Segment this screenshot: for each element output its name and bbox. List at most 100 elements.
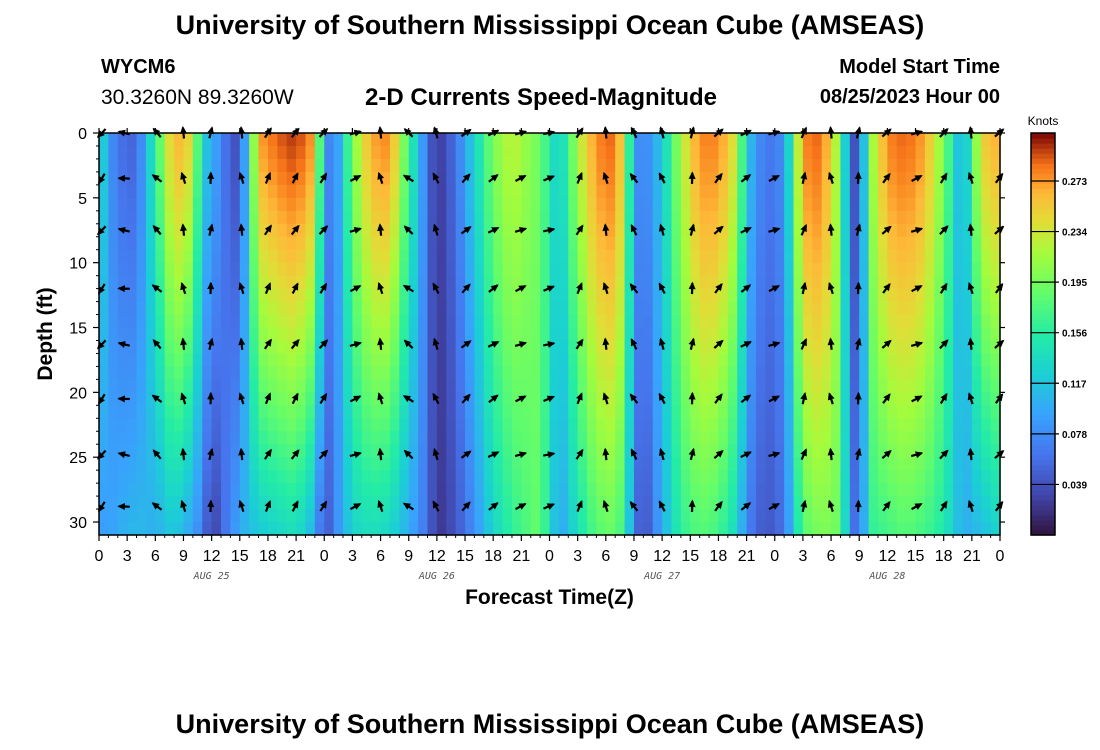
heatmap-cell [802,262,813,277]
heatmap-cell [793,236,804,251]
colorbar-segment [1031,444,1055,451]
heatmap-cell [718,444,729,458]
heatmap-cell [361,210,372,225]
heatmap-cell [821,249,832,264]
heatmap-cell [962,483,973,497]
heatmap-cell [174,353,185,368]
heatmap-cell [455,171,466,186]
heatmap-cell [511,366,522,380]
heatmap-cell [502,197,513,212]
heatmap-cell [483,496,494,510]
current-arrow [602,447,610,461]
heatmap-cell [183,275,194,290]
heatmap-cell [587,522,598,536]
heatmap-cell [849,379,860,393]
heatmap-cell [343,522,354,536]
heatmap-cell [868,197,879,212]
heatmap-cell [361,327,372,342]
heatmap-cell [305,470,316,484]
heatmap-cell [511,249,522,264]
heatmap-cell [145,145,156,160]
heatmap-cell [296,444,307,458]
heatmap-cell [183,457,194,471]
current-arrow [487,226,500,234]
heatmap-cell [962,236,973,251]
heatmap-cell [296,392,307,406]
heatmap-cell [784,522,795,536]
heatmap-cell [596,418,607,432]
heatmap-cell [746,509,757,523]
heatmap-cell [633,145,644,160]
heatmap-cell [699,262,710,277]
heatmap-cell [296,249,307,264]
current-arrow [290,338,300,350]
heatmap-cell [821,444,832,458]
heatmap-cell [465,522,476,536]
heatmap-cell [943,158,954,173]
heatmap-cell [465,236,476,251]
heatmap-cell [521,431,532,445]
heatmap-cell [990,392,1001,406]
heatmap-cell [680,496,691,510]
heatmap-cell [521,133,532,147]
heatmap-cell [267,133,278,147]
heatmap-cell [267,509,278,523]
heatmap-cell [343,249,354,264]
heatmap-cell [540,262,551,277]
heatmap-cell [737,418,748,432]
current-arrow [740,341,752,348]
heatmap-cell [793,301,804,316]
heatmap-cell [530,210,541,225]
heatmap-cell [239,353,250,368]
heatmap-cell [202,158,213,173]
heatmap-cell [202,133,213,147]
heatmap-cell [915,158,926,173]
heatmap-cell [230,262,241,277]
heatmap-cell [408,470,419,484]
heatmap-cell [521,210,532,225]
heatmap-cell [577,392,588,406]
heatmap-cell [540,431,551,445]
heatmap-cell [136,405,147,419]
colorbar-segment [1031,263,1055,270]
heatmap-cell [971,444,982,458]
arrow-head [546,175,555,182]
heatmap-cell [680,431,691,445]
heatmap-cell [530,275,541,290]
heatmap-cell [859,392,870,406]
heatmap-cell [286,314,297,329]
heatmap-cell [483,431,494,445]
heatmap-cell [915,509,926,523]
heatmap-cell [455,133,466,147]
heatmap-cell [174,275,185,290]
heatmap-cell [352,353,363,368]
arrow-head [490,394,499,402]
heatmap-cell [343,327,354,342]
heatmap-cell [662,171,673,186]
heatmap-cell [831,197,842,212]
heatmap-cell [314,431,325,445]
heatmap-cell [389,340,400,355]
heatmap-cell [352,184,363,199]
heatmap-cell [868,522,879,536]
heatmap-cell [727,483,738,497]
x-tick-label: 21 [738,548,756,565]
heatmap-cell [258,158,269,173]
heatmap-cell [286,197,297,212]
heatmap-cell [784,509,795,523]
heatmap-cell [915,171,926,186]
heatmap-cell [652,418,663,432]
heatmap-cell [549,470,560,484]
heatmap-cell [812,145,823,160]
heatmap-cell [164,133,175,147]
heatmap-cell [446,444,457,458]
station-coordinates: 30.3260N 89.3260W [101,86,294,109]
heatmap-cell [211,483,222,497]
heatmap-cell [662,431,673,445]
colorbar-segment [1031,454,1055,461]
heatmap-cell [389,223,400,238]
heatmap-cell [399,223,410,238]
heatmap-cell [737,327,748,342]
heatmap-cell [699,366,710,380]
heatmap-cell [718,327,729,342]
